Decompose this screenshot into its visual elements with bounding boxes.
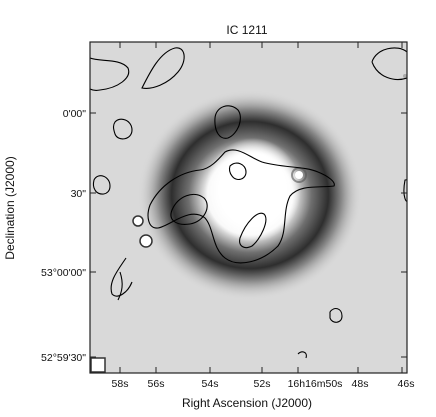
y-tick-label: 30" [71, 188, 87, 200]
figure-title: IC 1211 [226, 23, 267, 37]
x-tick-label: 16h16m50s [288, 378, 343, 390]
corner-artifact [90, 357, 106, 373]
star-left-1 [132, 215, 144, 227]
star-left-2 [139, 234, 153, 248]
y-tick-label: 0'00" [63, 108, 87, 120]
plot-frame [89, 41, 408, 374]
contours [90, 47, 407, 359]
x-axis [119, 42, 403, 373]
x-tick-label: 58s [112, 378, 129, 390]
bright-star [295, 171, 303, 179]
y-tick-label: 53°00'00" [41, 267, 86, 279]
x-tick-label: 46s [398, 378, 415, 390]
y-axis [90, 112, 407, 358]
plot-image [90, 42, 407, 373]
x-tick-label: 54s [202, 378, 219, 390]
x-axis-label: Right Ascension (J2000) [182, 396, 312, 410]
y-tick-label: 52°59'30" [41, 352, 86, 364]
x-tick-label: 56s [148, 378, 165, 390]
x-tick-label: 48s [352, 378, 369, 390]
galaxy-core [205, 138, 301, 242]
x-tick-label: 52s [254, 378, 271, 390]
y-axis-label: Declination (J2000) [3, 156, 17, 259]
